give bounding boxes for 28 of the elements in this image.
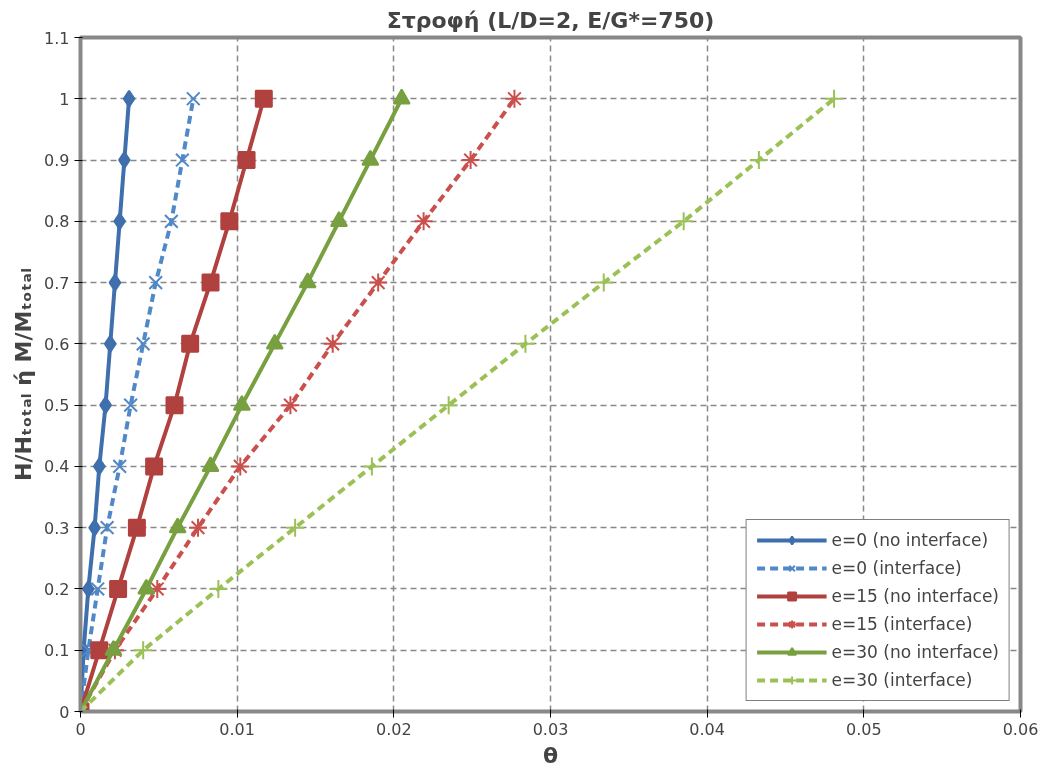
x-axis-title: θ [542,742,559,768]
x-tick-label: 0.03 [532,719,569,739]
x-tick-label: 0.01 [219,719,255,739]
legend-label: e=15 (interface) [831,614,973,634]
x-tick-label: 0.04 [689,719,725,739]
y-tick-label: 0.4 [44,457,70,477]
legend-label: e=30 (no interface) [831,642,999,662]
legend-label: e=0 (interface) [831,558,962,578]
legend-label: e=0 (no interface) [831,530,989,550]
y-tick-label: 0.1 [44,641,70,661]
legend-label: e=30 (interface) [831,670,973,690]
y-axis-title: H/Hₜₒₜₐₗ ή M/Mₜₒₜₐₗ [11,267,37,482]
y-tick-label: 0.5 [44,396,70,416]
y-tick-label: 1.1 [44,28,70,48]
y-tick-label: 0.9 [44,151,70,171]
x-tick-label: 0.02 [376,719,412,739]
y-tick-label: 1 [59,89,70,109]
x-tick-label: 0.05 [846,719,882,739]
y-tick-label: 0.6 [44,334,70,354]
legend-label: e=15 (no interface) [831,586,999,606]
x-tick-label: 0 [75,719,86,739]
y-tick-label: 0.3 [44,518,70,538]
x-tick-label: 0.06 [1002,719,1039,739]
y-tick-label: 0.8 [44,212,70,232]
y-tick-label: 0.2 [44,579,70,599]
chart-title: Στροφή (L/D=2, E/G*=750) [386,7,715,33]
y-tick-label: 0.7 [44,273,70,293]
y-tick-label: 0 [59,702,70,722]
